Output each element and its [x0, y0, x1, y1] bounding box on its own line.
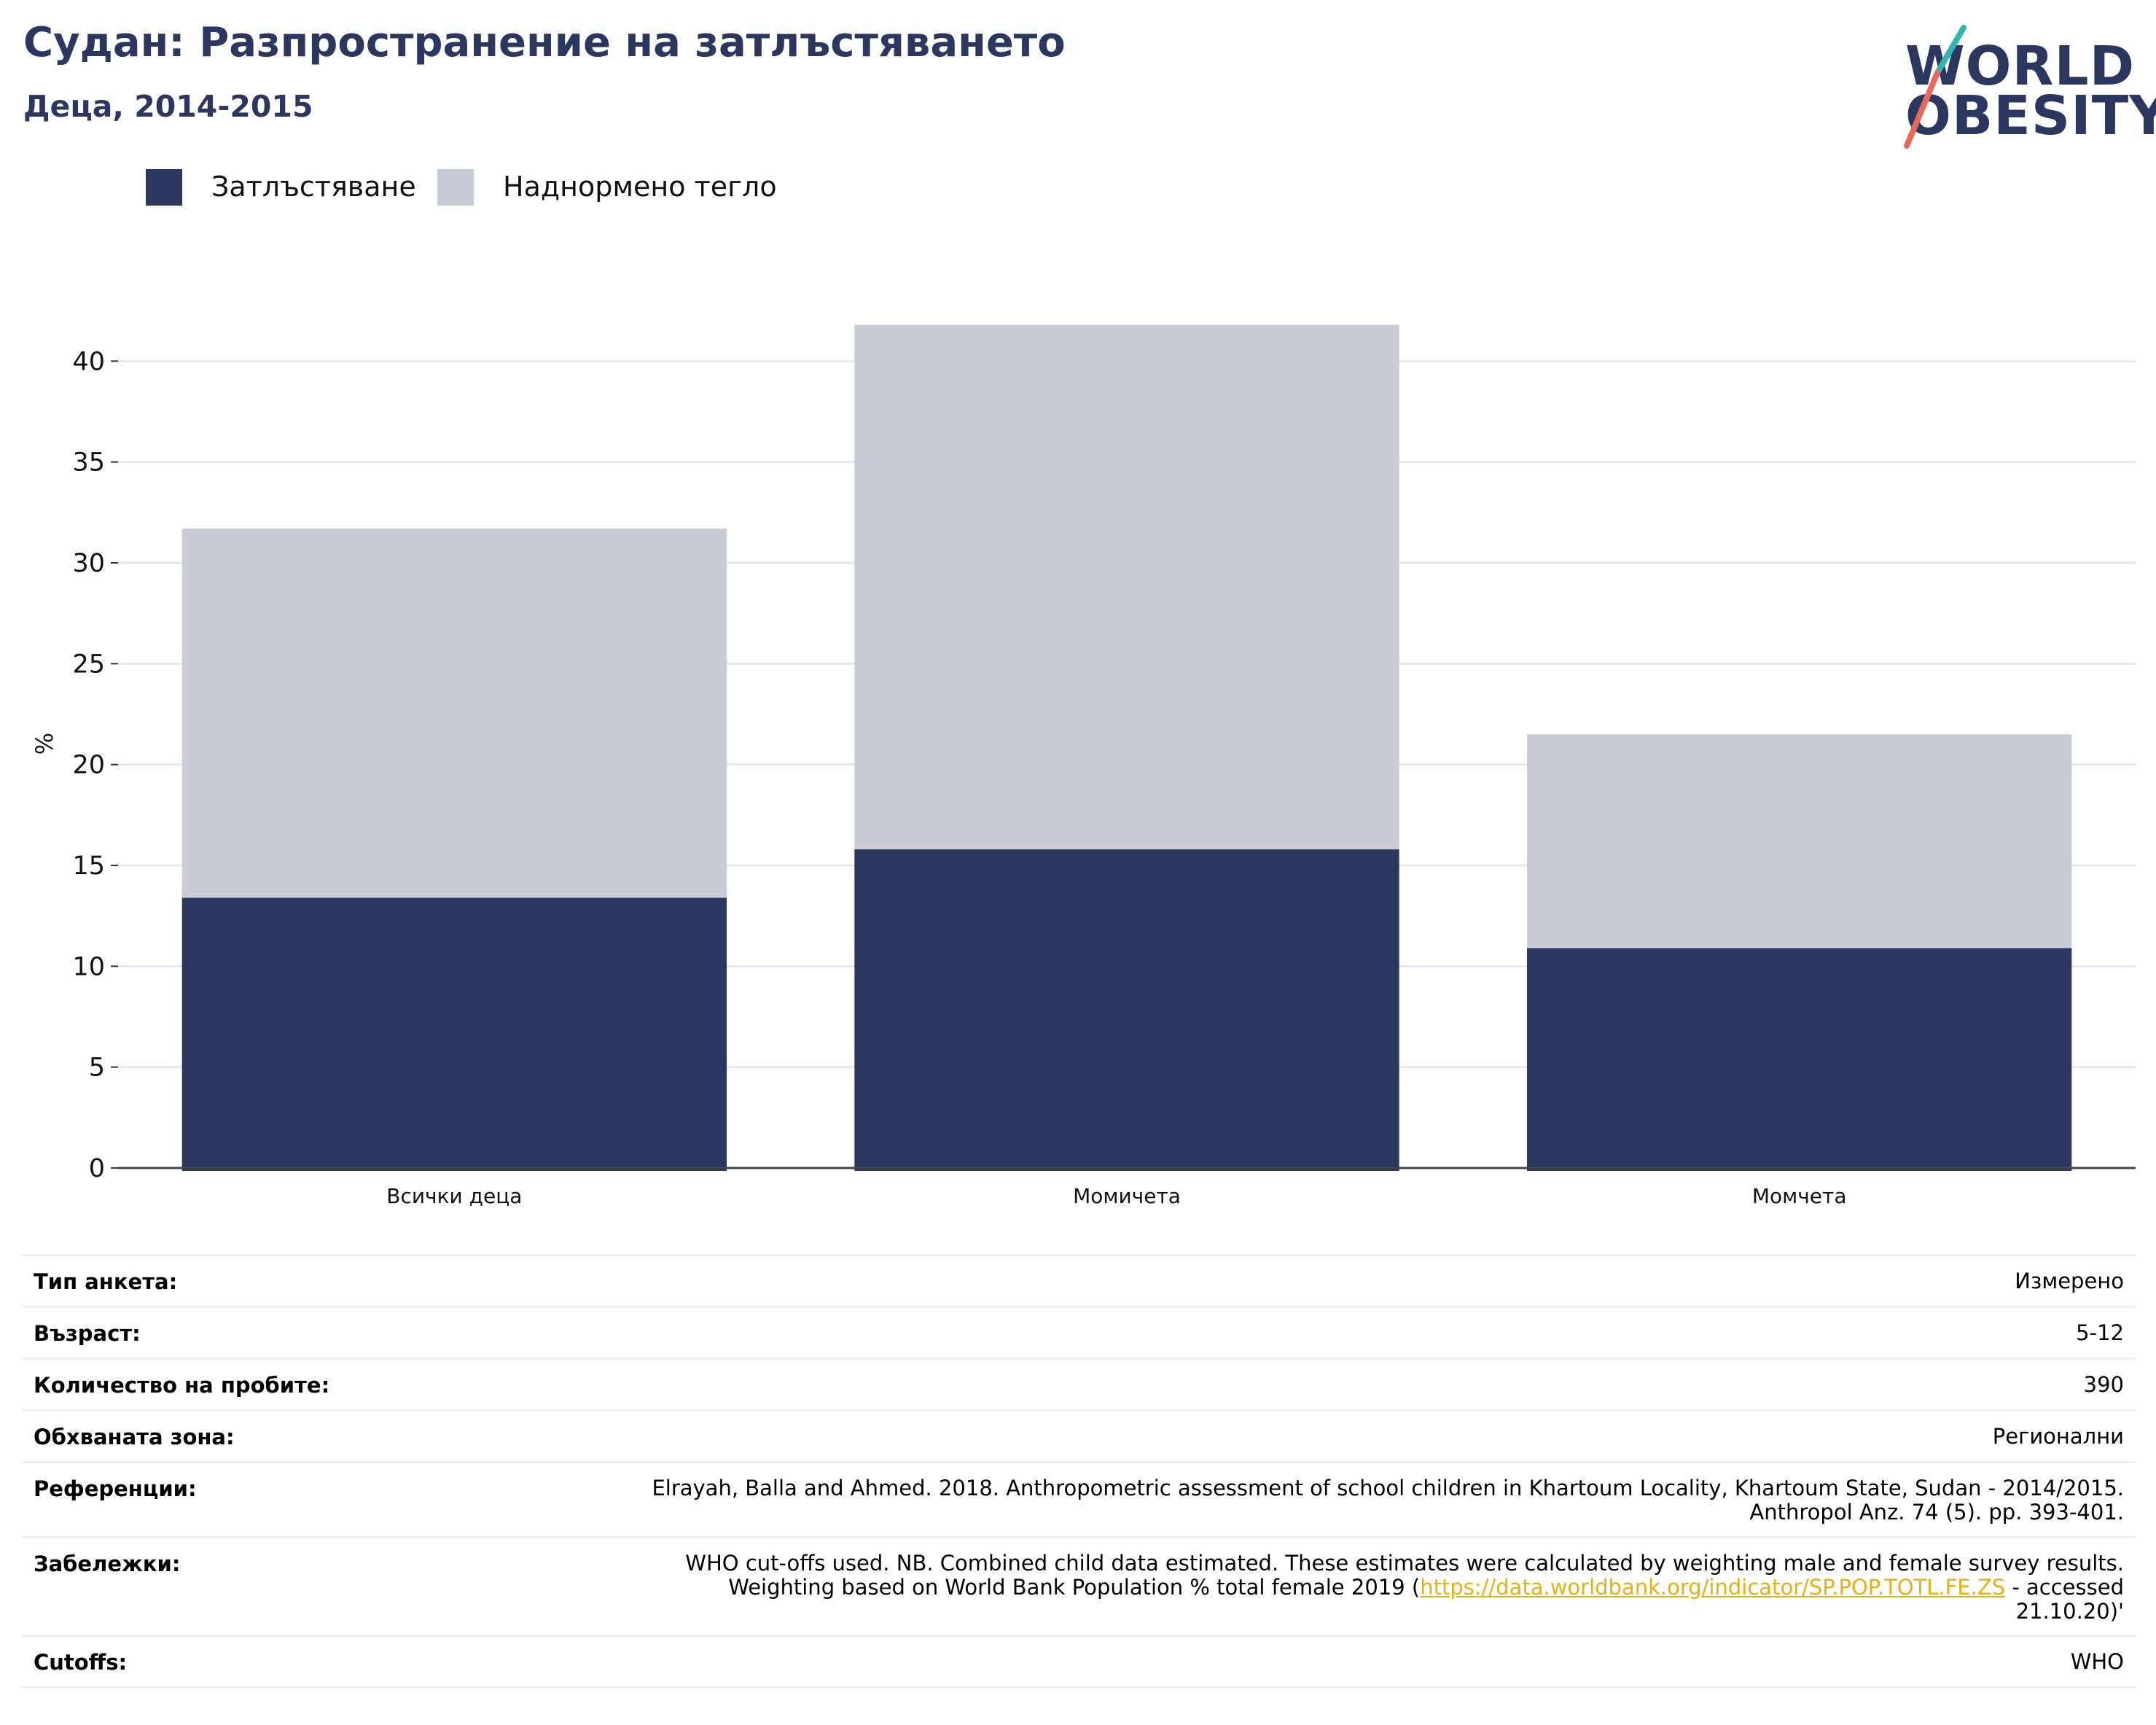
y-tick-label: 25 [72, 650, 105, 679]
info-row-cutoffs: Cutoffs: WHO [22, 1635, 2136, 1689]
page-title: Судан: Разпространение на затлъстяването [23, 19, 1066, 66]
logo-word-obesity: OBESITY [1905, 85, 2156, 147]
notes-line-2-before: Weighting based on World Bank Population… [728, 1575, 1421, 1600]
info-value: Elrayah, Balla and Ahmed. 2018. Anthropo… [593, 1476, 2124, 1525]
y-tick-label: 15 [72, 852, 105, 881]
notes-line-1: WHO cut-offs used. NB. Combined child da… [685, 1551, 2124, 1576]
notes-line-3: 21.10.20)' [2015, 1599, 2124, 1624]
y-tick-label: 5 [89, 1054, 105, 1083]
bar-chart: 0 5 10 15 20 25 30 35 40 Всички деца Момичета Момче… [31, 324, 2136, 1208]
world-obesity-logo: WORLD OBESITY [1895, 22, 2156, 153]
legend-label-obesity: Затлъстяване [211, 171, 416, 203]
worldbank-link[interactable]: https://data.worldbank.org/indicator/SP.… [1420, 1575, 2006, 1600]
bar-overweight [1526, 734, 2072, 949]
reference-line-1: Elrayah, Balla and Ahmed. 2018. Anthropo… [652, 1476, 2124, 1500]
notes-line-2-after: - accessed [2005, 1575, 2124, 1600]
info-value: Регионални [1992, 1424, 2124, 1449]
info-value: 390 [2083, 1372, 2124, 1397]
bar-overweight [181, 528, 727, 898]
y-tick-label: 0 [89, 1154, 105, 1183]
info-label: Обхваната зона: [34, 1425, 235, 1449]
info-value: 5-12 [2076, 1320, 2124, 1345]
info-row-survey-type: Тип анкета: Измерено [22, 1254, 2136, 1306]
info-row-references: Референции: Elrayah, Balla and Ahmed. 20… [22, 1461, 2136, 1536]
logo-slash-top [1934, 25, 1966, 76]
chart-axes: 0 5 10 15 20 25 30 35 40 Всички деца Момичета Момче… [72, 347, 2136, 1208]
info-row-sample-size: Количество на пробите: 390 [22, 1358, 2136, 1409]
x-category-label: Момчета [1752, 1184, 1847, 1208]
info-row-area: Обхваната зона: Регионални [22, 1409, 2136, 1461]
info-value: WHO cut-offs used. NB. Combined child da… [593, 1551, 2124, 1624]
info-value: Измерено [2015, 1269, 2124, 1293]
x-category-label: Всички деца [386, 1184, 522, 1208]
info-label: Тип анкета: [34, 1269, 178, 1294]
bar-obesity [854, 849, 1399, 1171]
y-tick-label: 10 [72, 952, 105, 981]
x-category-label: Момичета [1073, 1184, 1181, 1208]
chart-bars [181, 324, 2072, 1171]
y-tick-label: 20 [72, 751, 105, 780]
y-tick-label: 35 [72, 448, 105, 478]
legend-label-overweight: Наднормено тегло [503, 171, 777, 203]
page-subtitle: Деца, 2014-2015 [23, 89, 313, 124]
y-tick-label: 40 [72, 347, 105, 376]
info-label: Количество на пробите: [34, 1373, 330, 1398]
logo-slash-bottom [1904, 70, 1940, 149]
bar-obesity [181, 897, 727, 1171]
logo-slash-icon [1904, 25, 1966, 149]
y-axis-label: % [31, 733, 58, 755]
legend-swatch-obesity [146, 169, 182, 206]
legend-swatch-overweight [437, 169, 474, 206]
y-tick-label: 30 [72, 549, 105, 578]
bar-overweight [854, 324, 1399, 849]
bar-obesity [1526, 948, 2072, 1171]
info-label: Референции: [34, 1476, 197, 1501]
survey-info-table: Тип анкета: Измерено Възраст: 5-12 Колич… [22, 1254, 2136, 1689]
info-row-notes: Забележки: WHO cut-offs used. NB. Combin… [22, 1536, 2136, 1635]
info-row-age: Възраст: 5-12 [22, 1306, 2136, 1358]
reference-line-2: Anthropol Anz. 74 (5). pp. 393-401. [1749, 1500, 2124, 1525]
info-label: Възраст: [34, 1321, 141, 1346]
info-label: Cutoffs: [34, 1650, 128, 1675]
info-label: Забележки: [34, 1551, 181, 1576]
info-value: WHO [2070, 1649, 2124, 1674]
